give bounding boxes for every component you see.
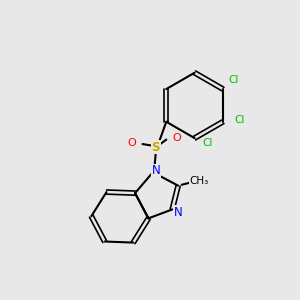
Text: Cl: Cl [228,75,238,85]
Text: N: N [174,206,182,219]
Text: Cl: Cl [203,138,213,148]
Text: Cl: Cl [234,115,244,125]
Text: N: N [152,164,160,177]
Text: S: S [152,140,160,154]
Text: O: O [172,133,181,143]
Text: CH₃: CH₃ [189,176,208,186]
Text: O: O [128,138,136,148]
